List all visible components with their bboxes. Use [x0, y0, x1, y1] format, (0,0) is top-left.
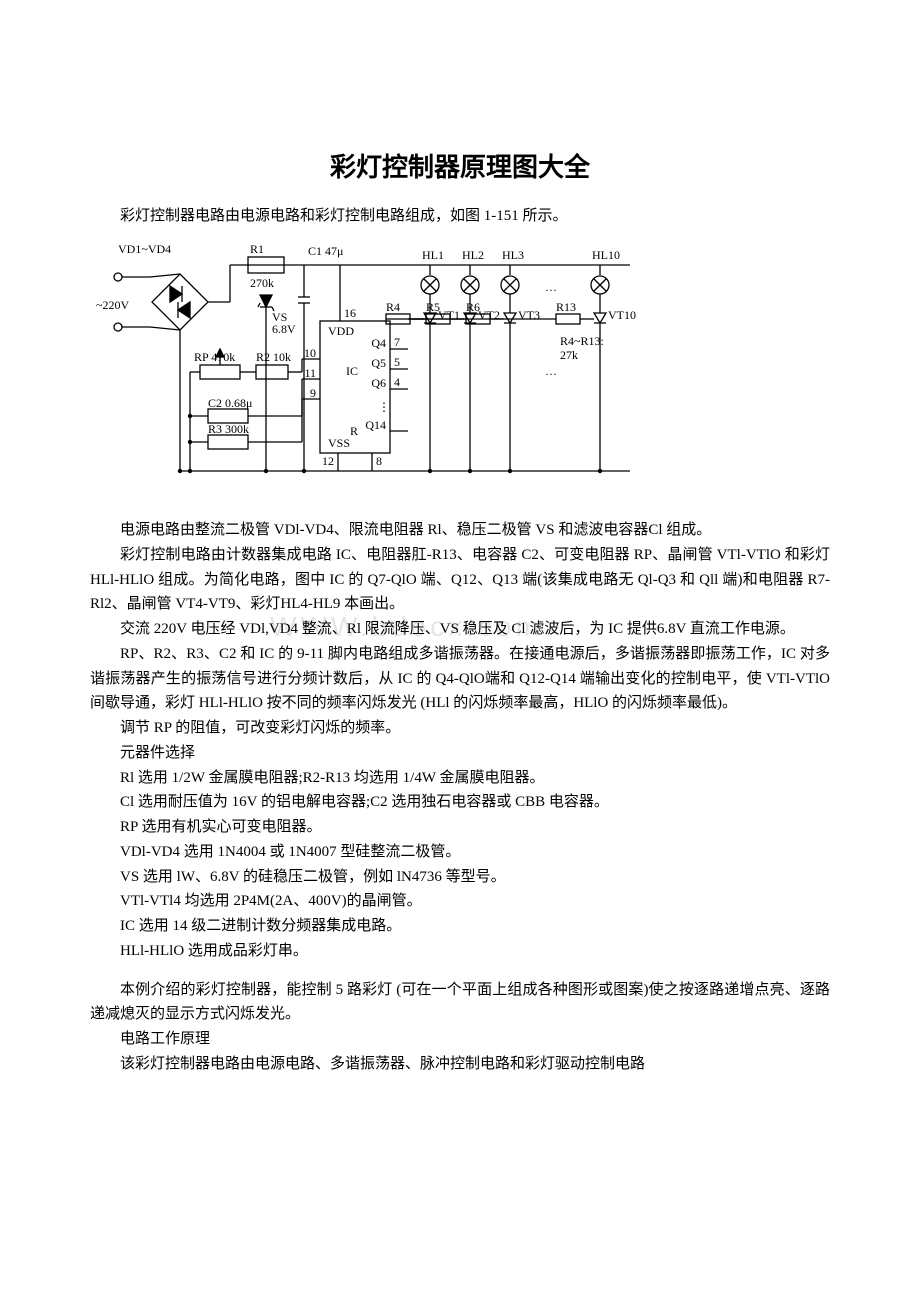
svg-text:Q14: Q14 [365, 418, 386, 432]
svg-text:VT3: VT3 [518, 308, 540, 322]
paragraph: 元器件选择 [90, 741, 830, 766]
paragraph: 本例介绍的彩灯控制器，能控制 5 路彩灯 (可在一个平面上组成各种图形或图案)使… [90, 978, 830, 1028]
svg-text:…: … [545, 364, 557, 378]
paragraph: VS 选用 lW、6.8V 的硅稳压二极管，例如 lN4736 等型号。 [90, 865, 830, 890]
paragraph: RP 选用有机实心可变电阻器。 [90, 815, 830, 840]
svg-text:IC: IC [346, 364, 358, 378]
page-title: 彩灯控制器原理图大全 [90, 147, 830, 184]
paragraph: VDl-VD4 选用 1N4004 或 1N4007 型硅整流二极管。 [90, 840, 830, 865]
paragraph: Rl 选用 1/2W 金属膜电阻器;R2-R13 均选用 1/4W 金属膜电阻器… [90, 766, 830, 791]
svg-text:12: 12 [322, 454, 334, 468]
paragraph: IC 选用 14 级二进制计数分频器集成电路。 [90, 914, 830, 939]
paragraph: Cl 选用耐压值为 16V 的铝电解电容器;C2 选用独石电容器或 CBB 电容… [90, 790, 830, 815]
svg-text:Q6: Q6 [371, 376, 386, 390]
svg-text:R13: R13 [556, 300, 576, 314]
svg-text:5: 5 [394, 355, 400, 369]
svg-text:R5: R5 [426, 300, 440, 314]
paragraph: VTl-VTl4 均选用 2P4M(2A、400V)的晶闸管。 [90, 889, 830, 914]
circuit-svg: ~220VVD1~VD4R1270kC1 47μVS6.8VVDDVSSIC16… [90, 235, 650, 495]
svg-text:~220V: ~220V [96, 298, 129, 312]
svg-text:R2 10k: R2 10k [256, 350, 291, 364]
svg-text:HL2: HL2 [462, 248, 484, 262]
svg-text:16: 16 [344, 306, 356, 320]
svg-text:HL3: HL3 [502, 248, 524, 262]
svg-text:…: … [545, 280, 557, 294]
svg-text:VT1: VT1 [438, 308, 460, 322]
svg-text:RP 470k: RP 470k [194, 350, 235, 364]
svg-text:6.8V: 6.8V [272, 322, 296, 336]
svg-text:10: 10 [304, 346, 316, 360]
svg-text:VT2: VT2 [478, 308, 500, 322]
paragraph: 调节 RP 的阻值，可改变彩灯闪烁的频率。 [90, 716, 830, 741]
svg-text:27k: 27k [560, 348, 578, 362]
paragraph: 电路工作原理 [90, 1027, 830, 1052]
paragraph: 彩灯控制电路由计数器集成电路 IC、电阻器肛-R13、电容器 C2、可变电阻器 … [90, 543, 830, 617]
intro-paragraph: 彩灯控制器电路由电源电路和彩灯控制电路组成，如图 1-151 所示。 [90, 204, 830, 229]
paragraph: RP、R2、R3、C2 和 IC 的 9-11 脚内电路组成多谐振荡器。在接通电… [90, 642, 830, 716]
svg-text:8: 8 [376, 454, 382, 468]
svg-text:VT10: VT10 [608, 308, 636, 322]
svg-text:Q4: Q4 [371, 336, 386, 350]
svg-text:9: 9 [310, 386, 316, 400]
svg-text:R6: R6 [466, 300, 480, 314]
document-page: 彩灯控制器原理图大全 彩灯控制器电路由电源电路和彩灯控制电路组成，如图 1-15… [0, 0, 920, 1137]
svg-text:HL10: HL10 [592, 248, 620, 262]
svg-text:Q5: Q5 [371, 356, 386, 370]
svg-text:VD1~VD4: VD1~VD4 [118, 242, 171, 256]
circuit-diagram: ~220VVD1~VD4R1270kC1 47μVS6.8VVDDVSSIC16… [90, 235, 830, 500]
body-text: 电源电路由整流二极管 VDl-VD4、限流电阻器 Rl、稳压二极管 VS 和滤波… [90, 518, 830, 1077]
svg-text:HL1: HL1 [422, 248, 444, 262]
svg-text:VDD: VDD [328, 324, 354, 338]
svg-text:R1: R1 [250, 242, 264, 256]
paragraph: 交流 220V 电压经 VDl,VD4 整流、Rl 限流降压、VS 稳压及 Cl… [90, 617, 830, 642]
svg-text:4: 4 [394, 375, 400, 389]
svg-text:270k: 270k [250, 276, 274, 290]
svg-text:R3 300k: R3 300k [208, 422, 249, 436]
svg-text:VSS: VSS [328, 436, 350, 450]
svg-text:C1 47μ: C1 47μ [308, 244, 343, 258]
svg-text:7: 7 [394, 335, 400, 349]
svg-text:⋮: ⋮ [378, 400, 390, 414]
paragraph: HLl-HLlO 选用成品彩灯串。 [90, 939, 830, 964]
paragraph: 该彩灯控制器电路由电源电路、多谐振荡器、脉冲控制电路和彩灯驱动控制电路 [90, 1052, 830, 1077]
svg-text:R4~R13:: R4~R13: [560, 334, 604, 348]
svg-text:R: R [350, 424, 358, 438]
section-gap [90, 964, 830, 978]
paragraph: 电源电路由整流二极管 VDl-VD4、限流电阻器 Rl、稳压二极管 VS 和滤波… [90, 518, 830, 543]
svg-text:R4: R4 [386, 300, 400, 314]
svg-text:C2 0.68μ: C2 0.68μ [208, 396, 252, 410]
svg-text:11: 11 [304, 366, 316, 380]
